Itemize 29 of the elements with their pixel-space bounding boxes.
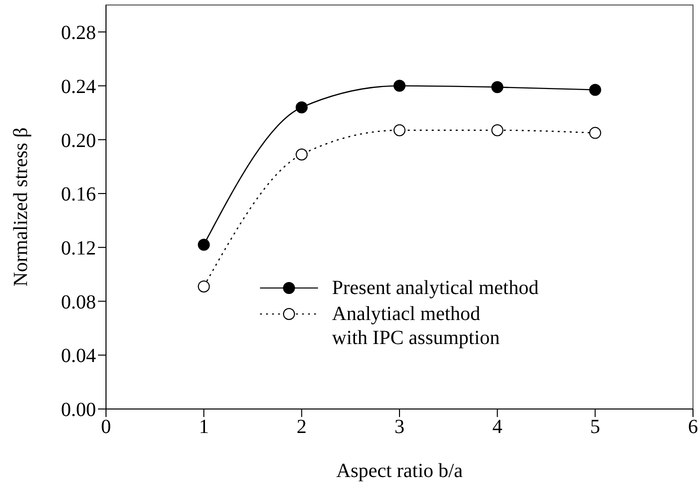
legend-label: Present analytical method	[332, 276, 539, 300]
point	[296, 148, 308, 160]
point	[491, 124, 504, 136]
x-tick-label: 6	[688, 416, 698, 438]
y-tick-label: 0.28	[61, 22, 96, 44]
y-tick-label: 0.00	[61, 399, 96, 422]
point	[394, 124, 406, 136]
y-tick-label: 0.24	[61, 76, 96, 98]
x-tick-label: 1	[198, 416, 209, 438]
point	[491, 81, 504, 94]
point	[589, 126, 602, 139]
point	[198, 238, 210, 251]
legend-label: Analytiacl method with IPC assumption	[332, 302, 500, 350]
y-tick-label: 0.16	[61, 184, 96, 206]
x-tick-label: 5	[590, 416, 600, 438]
x-tick-label: 3	[394, 416, 404, 438]
x-tick-label: 2	[296, 416, 307, 438]
x-axis-title: Aspect ratio b/a	[336, 460, 463, 482]
point	[296, 101, 308, 114]
y-axis-title: Normalized stress β	[10, 127, 32, 287]
point	[198, 280, 210, 292]
point	[589, 84, 602, 96]
x-tick-label: 4	[492, 416, 502, 438]
y-tick-label: 0.08	[61, 291, 96, 314]
y-tick-label: 0.04	[61, 345, 96, 368]
x-tick-label: 0	[101, 416, 111, 438]
y-tick-label: 0.20	[61, 130, 96, 152]
point	[394, 80, 406, 92]
y-tick-label: 0.12	[61, 238, 96, 260]
